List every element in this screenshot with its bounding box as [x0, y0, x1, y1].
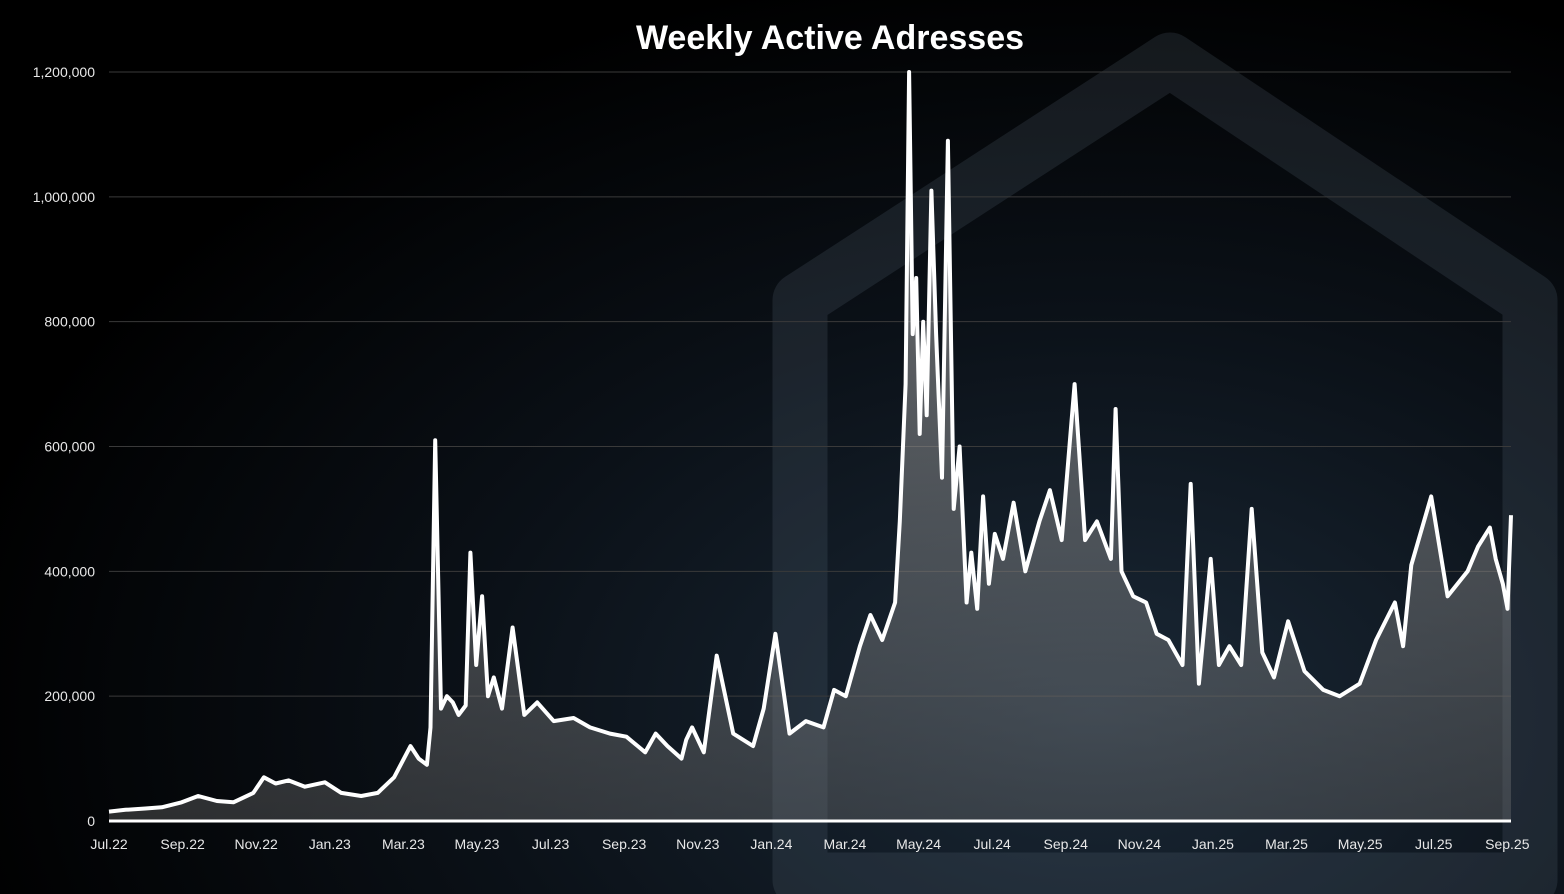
x-tick-label: Jul.22: [90, 836, 128, 852]
y-tick-label: 0: [87, 813, 95, 829]
y-tick-group: 0 200,000 400,000 600,000 800,000 1,000,000 1,…: [33, 64, 96, 829]
x-tick-label: May.23: [455, 836, 500, 852]
x-tick-label: Mar.25: [1265, 836, 1308, 852]
x-tick-label: May.24: [896, 836, 941, 852]
x-tick-label: May.25: [1338, 836, 1383, 852]
x-tick-label: Nov.24: [1118, 836, 1162, 852]
y-tick-label: 600,000: [44, 439, 95, 455]
x-tick-label: Nov.23: [676, 836, 720, 852]
y-tick-label: 1,200,000: [33, 64, 95, 80]
y-tick-label: 200,000: [44, 688, 95, 704]
x-tick-label: Jan.25: [1192, 836, 1234, 852]
x-tick-label: Mar.23: [382, 836, 425, 852]
x-tick-label: Mar.24: [824, 836, 867, 852]
x-tick-label: Jul.24: [973, 836, 1011, 852]
x-tick-label: Sep.25: [1485, 836, 1530, 852]
x-tick-label: Sep.22: [160, 836, 205, 852]
y-tick-label: 1,000,000: [33, 189, 95, 205]
chart-title: Weekly Active Adresses: [636, 19, 1024, 57]
x-tick-label: Jul.23: [532, 836, 570, 852]
x-tick-label: Jan.24: [750, 836, 792, 852]
x-tick-label: Jan.23: [309, 836, 351, 852]
x-tick-label: Sep.23: [602, 836, 647, 852]
x-tick-label: Nov.22: [235, 836, 279, 852]
series-line: [108, 70, 1513, 814]
x-tick-label: Jul.25: [1415, 836, 1453, 852]
series-area: [109, 72, 1511, 821]
y-tick-label: 400,000: [44, 563, 95, 579]
x-tick-group: Jul.22 Sep.22 Nov.22 Jan.23 Mar.23 May.23 Jul.…: [90, 836, 1529, 852]
y-tick-label: 800,000: [44, 314, 95, 330]
x-tick-label: Sep.24: [1044, 836, 1089, 852]
